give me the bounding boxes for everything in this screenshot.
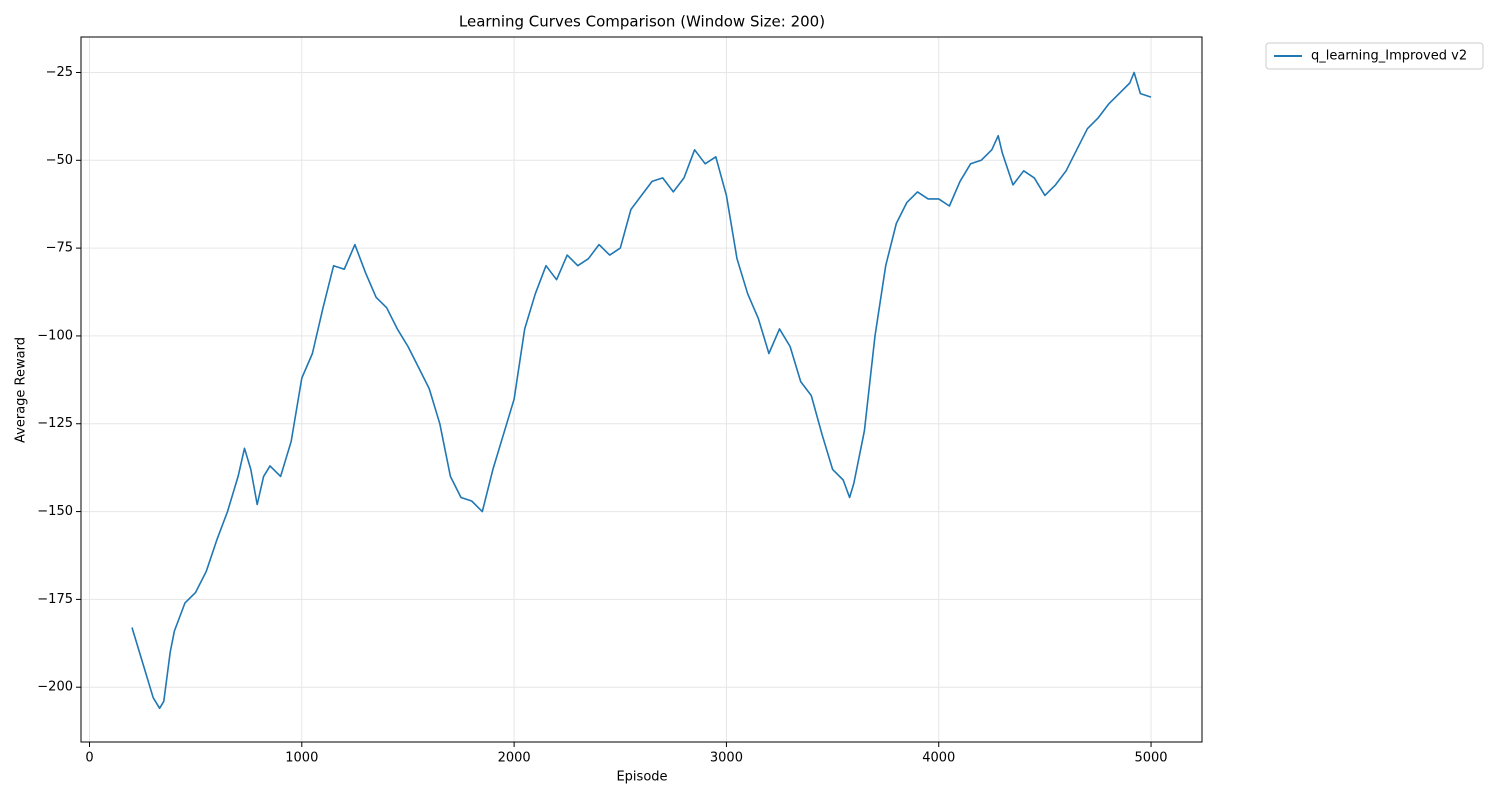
y-tick-label: −150: [37, 504, 73, 519]
chart-title: Learning Curves Comparison (Window Size:…: [459, 13, 825, 31]
y-tick-label: −75: [46, 241, 73, 256]
x-tick-label: 5000: [1134, 751, 1167, 766]
y-tick-label: −50: [46, 153, 73, 168]
y-tick-label: −200: [37, 680, 73, 695]
x-tick-label: 0: [85, 751, 93, 766]
x-tick-label: 4000: [922, 751, 955, 766]
y-tick-label: −25: [46, 65, 73, 80]
y-tick-label: −100: [37, 328, 73, 343]
series-line: [131, 71, 1152, 710]
x-tick-label: 1000: [285, 751, 318, 766]
x-tick-label: 3000: [710, 751, 743, 766]
y-tick-label: −125: [37, 416, 73, 431]
plot-frame: [80, 36, 1203, 743]
y-axis-label: Average Reward: [14, 337, 29, 443]
legend-label: q_learning_Improved v2: [1311, 49, 1467, 64]
x-axis-label: Episode: [616, 770, 667, 785]
legend-box: [1265, 42, 1484, 70]
x-tick-label: 2000: [498, 751, 531, 766]
y-tick-label: −175: [37, 592, 73, 607]
